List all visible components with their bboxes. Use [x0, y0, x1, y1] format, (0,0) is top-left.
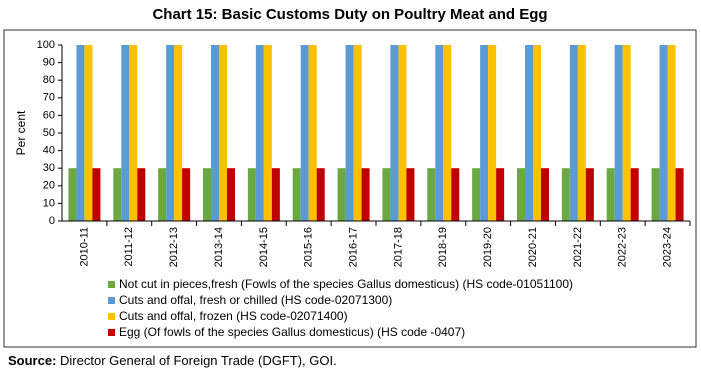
bar — [451, 168, 460, 221]
legend-label: Not cut in pieces,fresh (Fowls of the sp… — [119, 277, 573, 291]
bar — [308, 45, 317, 221]
bar — [84, 45, 93, 221]
bar — [255, 45, 264, 221]
x-tick-label: 2015-16 — [303, 227, 315, 267]
bar — [561, 168, 570, 221]
legend-swatch — [108, 297, 115, 304]
bar — [443, 45, 452, 221]
x-tick-label: 2016-17 — [347, 227, 359, 267]
bar — [300, 45, 309, 221]
bar — [211, 45, 219, 221]
bar — [533, 45, 541, 221]
bar — [525, 45, 533, 221]
bar — [271, 168, 280, 221]
bar — [353, 45, 362, 221]
x-tick-label: 2013-14 — [213, 227, 225, 267]
bar — [406, 168, 415, 221]
bar — [472, 168, 481, 221]
bar — [480, 45, 489, 221]
x-tick-label: 2019-20 — [482, 227, 494, 267]
y-tick-label: 80 — [43, 74, 55, 86]
bar — [137, 168, 146, 221]
bar — [390, 45, 399, 221]
bar — [263, 45, 272, 221]
x-tick-label: 2023-24 — [661, 227, 673, 267]
bar — [68, 168, 77, 221]
chart-frame — [3, 29, 697, 348]
bar — [219, 45, 227, 221]
bar — [113, 168, 122, 221]
bar — [659, 45, 668, 221]
bar — [651, 168, 660, 221]
bar — [585, 168, 594, 221]
y-tick-label: 90 — [43, 57, 55, 69]
bar — [76, 45, 85, 221]
legend-swatch — [108, 281, 115, 288]
legend-swatch — [108, 313, 115, 320]
legend-label: Cuts and offal, frozen (HS code-02071400… — [119, 309, 348, 323]
legend-label: Cuts and offal, fresh or chilled (HS cod… — [119, 293, 392, 307]
y-tick-label: 70 — [43, 92, 55, 104]
legend-swatch — [108, 329, 115, 336]
bar — [667, 45, 676, 221]
bar — [488, 45, 497, 221]
bar — [382, 168, 391, 221]
y-tick-label: 60 — [43, 109, 55, 121]
bar — [345, 45, 354, 221]
chart-title: Chart 15: Basic Customs Duty on Poultry … — [152, 6, 547, 23]
x-tick-label: 2012-13 — [168, 227, 180, 267]
source-text: Director General of Foreign Trade (DGFT)… — [60, 353, 337, 368]
bar — [398, 45, 407, 221]
bar — [129, 45, 138, 221]
bar — [158, 168, 167, 221]
bar — [361, 168, 370, 221]
x-tick-label: 2020-21 — [527, 227, 539, 267]
bar — [569, 45, 578, 221]
bar — [292, 168, 301, 221]
y-tick-label: 10 — [43, 197, 55, 209]
bar — [496, 168, 505, 221]
y-tick-label: 0 — [49, 215, 55, 227]
x-tick-label: 2011-12 — [123, 227, 135, 267]
bar — [675, 168, 684, 221]
y-tick-label: 100 — [37, 39, 55, 51]
bar — [622, 45, 631, 221]
bar — [227, 168, 235, 221]
x-tick-label: 2021-22 — [572, 227, 584, 267]
bar — [577, 45, 586, 221]
bar — [337, 168, 346, 221]
bar — [541, 168, 549, 221]
bar — [121, 45, 130, 221]
y-tick-label: 40 — [43, 145, 55, 157]
bar — [166, 45, 175, 221]
y-tick-label: 20 — [43, 180, 55, 192]
bar — [630, 168, 639, 221]
bar — [92, 168, 101, 221]
bar — [435, 45, 444, 221]
bar — [606, 168, 615, 221]
bar — [614, 45, 623, 221]
source-label: Source: — [8, 353, 56, 368]
bar — [182, 168, 191, 221]
x-tick-label: 2022-23 — [617, 227, 629, 267]
x-tick-label: 2010-11 — [78, 227, 90, 267]
bar — [203, 168, 211, 221]
bar — [427, 168, 436, 221]
y-tick-label: 30 — [43, 162, 55, 174]
x-tick-label: 2018-19 — [437, 227, 449, 267]
x-tick-label: 2014-15 — [258, 227, 270, 267]
source: Source: Director General of Foreign Trad… — [8, 353, 337, 368]
bar — [517, 168, 525, 221]
bar — [247, 168, 256, 221]
y-tick-label: 50 — [43, 127, 55, 139]
y-axis-label: Per cent — [14, 110, 28, 155]
x-tick-label: 2017-18 — [392, 227, 404, 267]
bar — [316, 168, 325, 221]
legend-label: Egg (Of fowls of the species Gallus dome… — [119, 325, 465, 339]
bar — [174, 45, 183, 221]
